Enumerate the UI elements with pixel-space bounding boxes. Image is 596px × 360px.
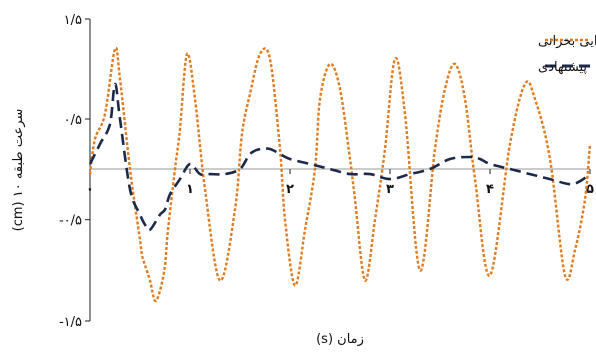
- legend-label: پیشنهادی: [538, 60, 587, 75]
- y-tick-label: ۱/۵: [64, 13, 82, 28]
- series-line-1: [88, 82, 591, 232]
- x-tick-label: ۴: [486, 182, 494, 197]
- y-tick-label: -۱/۵: [59, 315, 82, 330]
- legend-label: میرایی بحرانی: [538, 34, 596, 49]
- x-tick-label: ۲: [286, 182, 294, 197]
- x-tick-labels: ۰ ۱ ۲ ۳ ۴ ۵: [86, 169, 594, 197]
- x-axis-title: زمان (s): [316, 332, 364, 347]
- y-axis-title: سرعت طبقه ۱۰ (cm): [11, 109, 26, 232]
- x-tick-label: ۵: [586, 182, 594, 197]
- x-tick-label: ۳: [386, 182, 394, 197]
- series-line-0: [88, 46, 592, 303]
- y-tick-label: -۰/۵: [59, 214, 82, 229]
- x-tick-label: ۱: [186, 182, 194, 197]
- series-layer: [88, 46, 592, 303]
- legend: میرایی بحرانی پیشنهادی: [538, 34, 596, 75]
- y-tick-labels: ۱/۵ ۰/۵ -۰/۵ -۱/۵: [59, 13, 90, 330]
- x-tick-label: ۰: [86, 182, 94, 197]
- y-tick-label: ۰/۵: [64, 113, 82, 128]
